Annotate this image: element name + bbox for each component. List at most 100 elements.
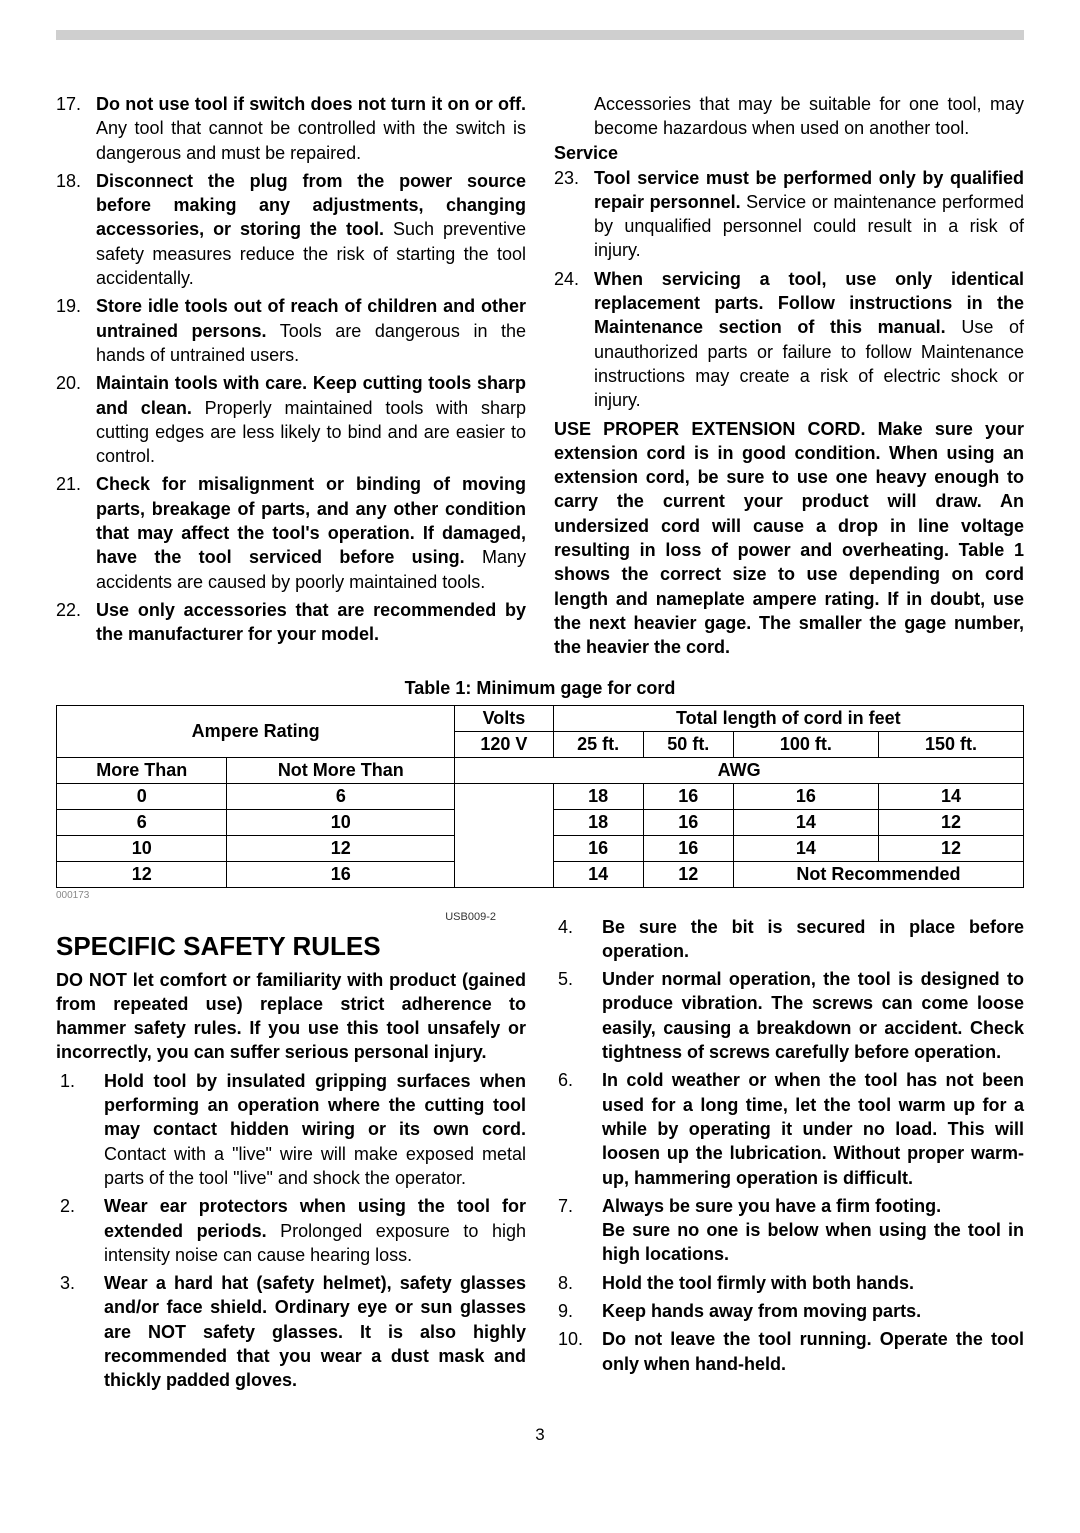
td-awg: 16: [643, 783, 733, 809]
item-number: 7.: [554, 1194, 602, 1267]
item-bold-text: Use only accessories that are recommende…: [96, 600, 526, 644]
item-body: Check for misalignment or binding of mov…: [96, 472, 526, 593]
td-awg: 14: [878, 783, 1023, 809]
list-item: 20.Maintain tools with care. Keep cuttin…: [56, 371, 526, 468]
accessory-continuation-text: Accessories that may be suitable for one…: [554, 92, 1024, 141]
lower-left-column: USB009-2 SPECIFIC SAFETY RULES DO NOT le…: [56, 901, 526, 1397]
item-number: 4.: [554, 915, 602, 964]
list-item: 6.In cold weather or when the tool has n…: [554, 1068, 1024, 1189]
upper-columns: 17.Do not use tool if switch does not tu…: [56, 92, 1024, 660]
specific-safety-rules-heading: SPECIFIC SAFETY RULES: [56, 931, 526, 962]
list-item: 18.Disconnect the plug from the power so…: [56, 169, 526, 290]
th-volts-value: 120 V: [455, 731, 553, 757]
item-body: Keep hands away from moving parts.: [602, 1299, 1024, 1323]
lower-columns: USB009-2 SPECIFIC SAFETY RULES DO NOT le…: [56, 901, 1024, 1397]
td-volts-empty: [455, 783, 553, 887]
item-body: Disconnect the plug from the power sourc…: [96, 169, 526, 290]
list-item: 4.Be sure the bit is secured in place be…: [554, 915, 1024, 964]
item-bold-text: Wear a hard hat (safety helmet), safety …: [104, 1273, 526, 1390]
item-body: Do not leave the tool running. Operate t…: [602, 1327, 1024, 1376]
item-body: Tool service must be performed only by q…: [594, 166, 1024, 263]
item-body: Store idle tools out of reach of childre…: [96, 294, 526, 367]
td-not-more-than: 6: [227, 783, 455, 809]
item-body: Do not use tool if switch does not turn …: [96, 92, 526, 165]
item-bold-text: Do not use tool if switch does not turn …: [96, 94, 526, 114]
item-rest-text: Any tool that cannot be controlled with …: [96, 118, 526, 162]
th-total-length: Total length of cord in feet: [553, 705, 1023, 731]
item-body: Wear a hard hat (safety helmet), safety …: [104, 1271, 526, 1392]
document-page: 17.Do not use tool if switch does not tu…: [0, 0, 1080, 1475]
th-length: 25 ft.: [553, 731, 643, 757]
page-number: 3: [56, 1425, 1024, 1445]
general-rules-list-left: 17.Do not use tool if switch does not tu…: [56, 92, 526, 647]
td-not-more-than: 16: [227, 861, 455, 887]
service-rules-list: 23.Tool service must be performed only b…: [554, 166, 1024, 413]
doc-code: USB009-2: [56, 911, 526, 923]
list-item: 10.Do not leave the tool running. Operat…: [554, 1327, 1024, 1376]
th-length: 100 ft.: [733, 731, 878, 757]
td-awg: 18: [553, 783, 643, 809]
lower-right-column: 4.Be sure the bit is secured in place be…: [554, 901, 1024, 1397]
td-awg: 18: [553, 809, 643, 835]
item-number: 24.: [554, 267, 594, 413]
td-awg: 14: [553, 861, 643, 887]
list-item: 2.Wear ear protectors when using the too…: [56, 1194, 526, 1267]
item-body: Maintain tools with care. Keep cutting t…: [96, 371, 526, 468]
item-bold-text: In cold weather or when the tool has not…: [602, 1070, 1024, 1187]
specific-rules-list-right: 4.Be sure the bit is secured in place be…: [554, 915, 1024, 1376]
td-awg: 14: [733, 809, 878, 835]
th-volts: Volts: [455, 705, 553, 731]
td-more-than: 6: [57, 809, 227, 835]
td-not-more-than: 10: [227, 809, 455, 835]
th-awg: AWG: [455, 757, 1024, 783]
th-length: 150 ft.: [878, 731, 1023, 757]
td-awg: 14: [733, 835, 878, 861]
specific-intro-text: DO NOT let comfort or familiarity with p…: [56, 968, 526, 1065]
item-number: 9.: [554, 1299, 602, 1323]
item-bold-text: Check for misalignment or binding of mov…: [96, 474, 526, 567]
upper-left-column: 17.Do not use tool if switch does not tu…: [56, 92, 526, 660]
td-awg: 12: [878, 835, 1023, 861]
extension-cord-paragraph: USE PROPER EXTENSION CORD. Make sure you…: [554, 417, 1024, 660]
td-awg: 16: [643, 835, 733, 861]
list-item: 7.Always be sure you have a firm footing…: [554, 1194, 1024, 1267]
item-number: 1.: [56, 1069, 104, 1190]
list-item: 3.Wear a hard hat (safety helmet), safet…: [56, 1271, 526, 1392]
cord-gage-table: Ampere Rating Volts Total length of cord…: [56, 705, 1024, 888]
item-number: 3.: [56, 1271, 104, 1392]
table-row: More Than Not More Than AWG: [57, 757, 1024, 783]
item-bold-text: Be sure the bit is secured in place befo…: [602, 917, 1024, 961]
item-bold-text: Hold tool by insulated gripping surfaces…: [104, 1071, 526, 1140]
td-more-than: 12: [57, 861, 227, 887]
td-awg: 12: [643, 861, 733, 887]
th-length: 50 ft.: [643, 731, 733, 757]
th-more-than: More Than: [57, 757, 227, 783]
item-number: 2.: [56, 1194, 104, 1267]
item-body: Hold the tool firmly with both hands.: [602, 1271, 1024, 1295]
item-number: 23.: [554, 166, 594, 263]
td-more-than: 0: [57, 783, 227, 809]
item-bold-text: Be sure no one is below when using the t…: [602, 1220, 1024, 1264]
td-more-than: 10: [57, 835, 227, 861]
item-number: 10.: [554, 1327, 602, 1376]
item-body: Use only accessories that are recommende…: [96, 598, 526, 647]
table-row: 06 18161614: [57, 783, 1024, 809]
item-number: 20.: [56, 371, 96, 468]
item-number: 22.: [56, 598, 96, 647]
list-item: 9.Keep hands away from moving parts.: [554, 1299, 1024, 1323]
item-body: In cold weather or when the tool has not…: [602, 1068, 1024, 1189]
list-item: 5.Under normal operation, the tool is de…: [554, 967, 1024, 1064]
item-number: 8.: [554, 1271, 602, 1295]
td-not-more-than: 12: [227, 835, 455, 861]
item-number: 6.: [554, 1068, 602, 1189]
item-number: 17.: [56, 92, 96, 165]
item-body: Be sure the bit is secured in place befo…: [602, 915, 1024, 964]
item-bold-text: Under normal operation, the tool is desi…: [602, 969, 1024, 1062]
specific-rules-list-left: 1.Hold tool by insulated gripping surfac…: [56, 1069, 526, 1393]
list-item: 19.Store idle tools out of reach of chil…: [56, 294, 526, 367]
td-awg: 16: [643, 809, 733, 835]
item-body: Under normal operation, the tool is desi…: [602, 967, 1024, 1064]
item-body: Always be sure you have a firm footing. B…: [602, 1194, 1024, 1267]
item-bold-text: Always be sure you have a firm footing.: [602, 1196, 941, 1216]
item-body: When servicing a tool, use only identica…: [594, 267, 1024, 413]
